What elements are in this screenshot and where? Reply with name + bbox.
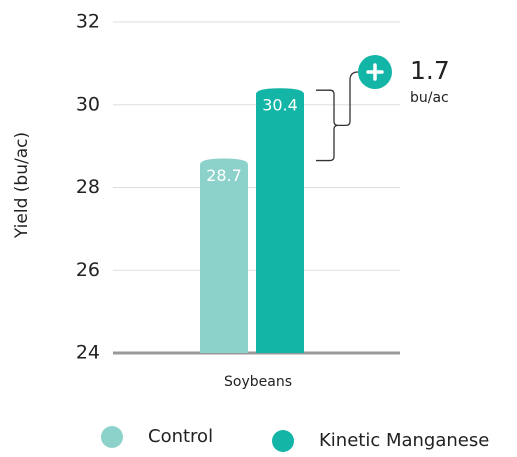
y-axis-title: Yield (bu/ac) <box>12 132 32 239</box>
plus-icon <box>366 63 384 81</box>
legend-swatch <box>272 430 294 452</box>
bar <box>200 158 248 353</box>
annotation-unit: bu/ac <box>410 90 449 106</box>
x-tick-label: Soybeans <box>224 374 292 390</box>
y-tick-label: 32 <box>76 11 100 33</box>
data-label: 30.4 <box>262 96 298 115</box>
legend-swatch <box>101 426 123 448</box>
y-tick-label: 28 <box>76 176 100 198</box>
legend-label: Control <box>148 426 213 447</box>
y-tick-label: 26 <box>76 259 100 281</box>
y-tick-label: 30 <box>76 93 100 115</box>
bracket <box>316 71 359 162</box>
y-tick-label: 24 <box>76 342 100 364</box>
annotation-value: 1.7 <box>410 56 450 85</box>
legend-label: Kinetic Manganese <box>319 430 489 451</box>
bar <box>256 88 304 353</box>
data-label: 28.7 <box>206 166 242 185</box>
